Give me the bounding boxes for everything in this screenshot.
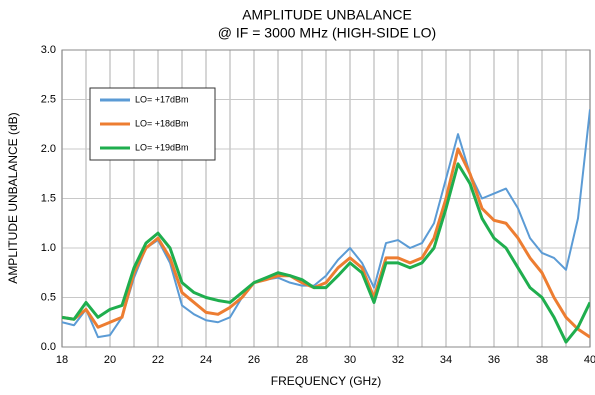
x-tick-label: 26	[248, 354, 260, 366]
y-axis-title: AMPLITUDE UNBALANCE (dB)	[6, 112, 20, 283]
y-tick-label: 2.0	[41, 143, 56, 155]
chart-subtitle: @ IF = 3000 MHz (HIGH-SIDE LO)	[218, 25, 436, 41]
x-tick-label: 18	[56, 354, 68, 366]
x-tick-label: 36	[488, 354, 500, 366]
x-axis-title: FREQUENCY (GHz)	[271, 374, 381, 388]
plot-border	[61, 49, 591, 348]
x-tick-label: 38	[536, 354, 548, 366]
y-tick-label: 2.5	[41, 93, 56, 105]
series-line	[62, 147, 590, 339]
legend-label: LO= +19dBm	[135, 142, 189, 152]
x-tick-label: 34	[440, 354, 452, 366]
y-tick-label: 0.5	[41, 291, 56, 303]
x-tick-label: 24	[200, 354, 212, 366]
legend-label: LO= +17dBm	[135, 94, 189, 104]
x-tick-label: 32	[392, 354, 404, 366]
x-tick-label: 40	[584, 354, 595, 366]
chart-title: AMPLITUDE UNBALANCE	[242, 7, 412, 23]
legend-label: LO= +18dBm	[135, 118, 189, 128]
y-tick-label: 3.0	[41, 44, 56, 56]
x-tick-label: 20	[104, 354, 116, 366]
y-tick-label: 0.0	[41, 341, 56, 353]
x-tick-label: 30	[344, 354, 356, 366]
y-tick-label: 1.0	[41, 242, 56, 254]
y-tick-label: 1.5	[41, 192, 56, 204]
x-tick-label: 28	[296, 354, 308, 366]
x-tick-label: 22	[152, 354, 164, 366]
series-line	[62, 162, 590, 344]
